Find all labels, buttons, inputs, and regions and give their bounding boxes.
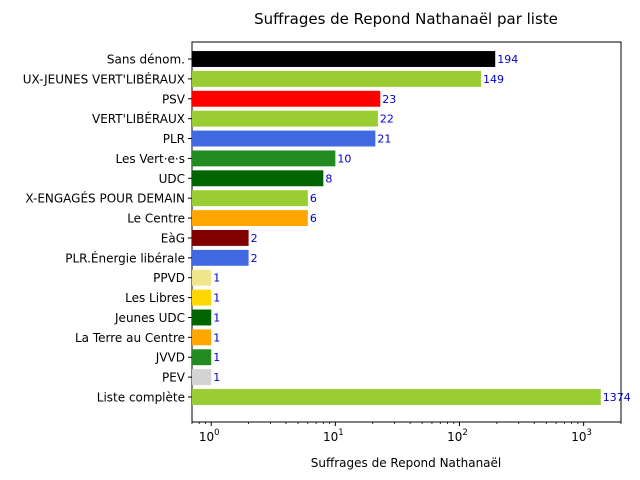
data-label: 2 (251, 252, 258, 265)
data-label: 2 (251, 232, 258, 245)
data-label: 23 (382, 93, 396, 106)
bar (192, 90, 381, 107)
bar (192, 369, 212, 386)
bar (192, 269, 212, 286)
y-tick-label: X-ENGAGÉS POUR DEMAIN (25, 191, 185, 206)
y-tick-label: La Terre au Centre (75, 331, 185, 345)
data-label: 1 (213, 371, 220, 384)
y-tick-label: PLR (163, 132, 185, 146)
bar (192, 210, 308, 227)
bar (192, 51, 496, 67)
bar (192, 389, 601, 405)
x-tick-label: 103 (571, 428, 592, 444)
bar (192, 130, 376, 147)
y-tick-label: EàG (161, 231, 185, 245)
data-label: 1374 (603, 391, 631, 404)
y-tick-label: UX-JEUNES VERT'LIBÉRAUX (23, 71, 185, 86)
bar (192, 190, 308, 207)
bar (192, 309, 212, 326)
chart-title: Suffrages de Repond Nathanaël par liste (254, 10, 558, 28)
y-tick-label: PLR.Énergie libérale (65, 250, 185, 265)
bar (192, 229, 249, 246)
bar (192, 289, 212, 306)
y-tick-label: PEV (162, 371, 186, 385)
bar (192, 329, 212, 346)
y-tick-label: Les Vert·e·s (116, 152, 186, 166)
data-label: 1 (213, 331, 220, 344)
bar (192, 249, 249, 266)
bar (192, 70, 481, 87)
bar (192, 170, 324, 187)
y-tick-label: Sans dénom. (107, 53, 185, 67)
x-axis: 100 101 102 103 (191, 422, 622, 444)
data-label: 8 (325, 172, 332, 185)
bar (192, 110, 378, 127)
y-tick-label: Le Centre (127, 212, 185, 226)
data-label: 10 (337, 152, 351, 165)
y-tick-label: JVVD (155, 351, 185, 365)
data-label: 194 (497, 53, 518, 66)
y-tick-label: Jeunes UDC (114, 311, 185, 325)
data-label: 1 (213, 351, 220, 364)
x-tick-label: 101 (323, 428, 344, 444)
data-label: 6 (310, 212, 317, 225)
data-label: 1 (213, 311, 220, 324)
y-tick-label: UDC (159, 172, 185, 186)
data-label: 22 (380, 113, 394, 126)
y-tick-label: Les Libres (125, 291, 185, 305)
data-label: 149 (483, 73, 504, 86)
data-label: 21 (377, 133, 391, 146)
y-tick-label: VERT'LIBÉRAUX (92, 111, 185, 126)
data-label: 6 (310, 192, 317, 205)
data-label: 1 (213, 292, 220, 305)
bar (192, 150, 336, 167)
y-tick-label: Liste complète (97, 391, 185, 405)
x-tick-label: 102 (447, 428, 468, 444)
y-tick-labels: Sans dénom. UX-JEUNES VERT'LIBÉRAUX PSV VER… (23, 53, 192, 405)
y-tick-label: PPVD (153, 271, 185, 285)
bar (192, 349, 212, 366)
data-label: 1 (213, 272, 220, 285)
y-tick-label: PSV (162, 92, 186, 106)
x-tick-label: 100 (199, 428, 220, 444)
x-axis-label: Suffrages de Repond Nathanaël (311, 456, 502, 470)
